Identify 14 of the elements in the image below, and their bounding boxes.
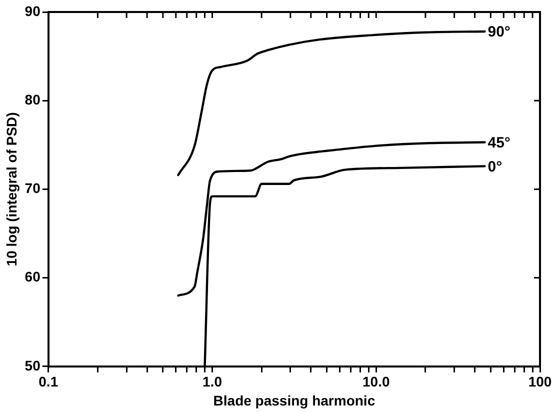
series-label: 45° xyxy=(488,134,510,152)
y-tick-label: 80 xyxy=(24,91,41,108)
x-tick-label: 0.1 xyxy=(38,374,58,390)
y-tick-label: 60 xyxy=(24,268,41,285)
legend-label: 90° xyxy=(488,24,510,41)
y-tick-label: 70 xyxy=(24,180,41,196)
x-tick-label: 10.0 xyxy=(362,374,390,390)
x-tick-label: 100 xyxy=(528,374,552,390)
y-tick-label: 90 xyxy=(24,2,41,19)
x-axis-title: Blade passing harmonic xyxy=(213,392,376,408)
series-label: 0° xyxy=(488,158,502,176)
y-tick-label: 50 xyxy=(24,357,41,374)
x-tick-label: 1.0 xyxy=(202,374,222,390)
y-axis-title: 10 log (integral of PSD) xyxy=(3,112,20,266)
